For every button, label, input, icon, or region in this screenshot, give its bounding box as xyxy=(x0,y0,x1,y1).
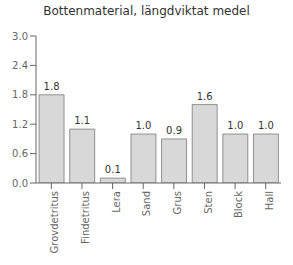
svg-text:Hall: Hall xyxy=(264,191,275,210)
svg-text:Grovdetritus: Grovdetritus xyxy=(49,191,60,253)
svg-text:2.4: 2.4 xyxy=(12,60,28,71)
svg-text:1.6: 1.6 xyxy=(197,91,213,102)
svg-text:1.0: 1.0 xyxy=(258,120,274,131)
svg-text:Sand: Sand xyxy=(141,191,152,216)
svg-text:0.6: 0.6 xyxy=(12,148,28,159)
svg-text:1.8: 1.8 xyxy=(44,81,60,92)
svg-text:0.1: 0.1 xyxy=(105,164,121,175)
svg-text:1.0: 1.0 xyxy=(135,120,151,131)
svg-text:Sten: Sten xyxy=(203,191,214,214)
svg-text:1.8: 1.8 xyxy=(12,89,28,100)
svg-text:Lera: Lera xyxy=(111,191,122,213)
svg-text:1.1: 1.1 xyxy=(74,115,90,126)
svg-text:3.0: 3.0 xyxy=(12,31,28,42)
svg-text:Findetritus: Findetritus xyxy=(80,191,91,244)
svg-text:1.0: 1.0 xyxy=(227,120,243,131)
svg-text:0.0: 0.0 xyxy=(12,178,28,189)
svg-text:1.2: 1.2 xyxy=(12,119,28,130)
svg-text:Grus: Grus xyxy=(172,191,183,214)
html-text:Bottenmaterial, längdviktat me: Bottenmaterial, längdviktat medel xyxy=(43,4,250,18)
svg-text:Block: Block xyxy=(233,191,244,218)
svg-text:0.9: 0.9 xyxy=(166,125,182,136)
